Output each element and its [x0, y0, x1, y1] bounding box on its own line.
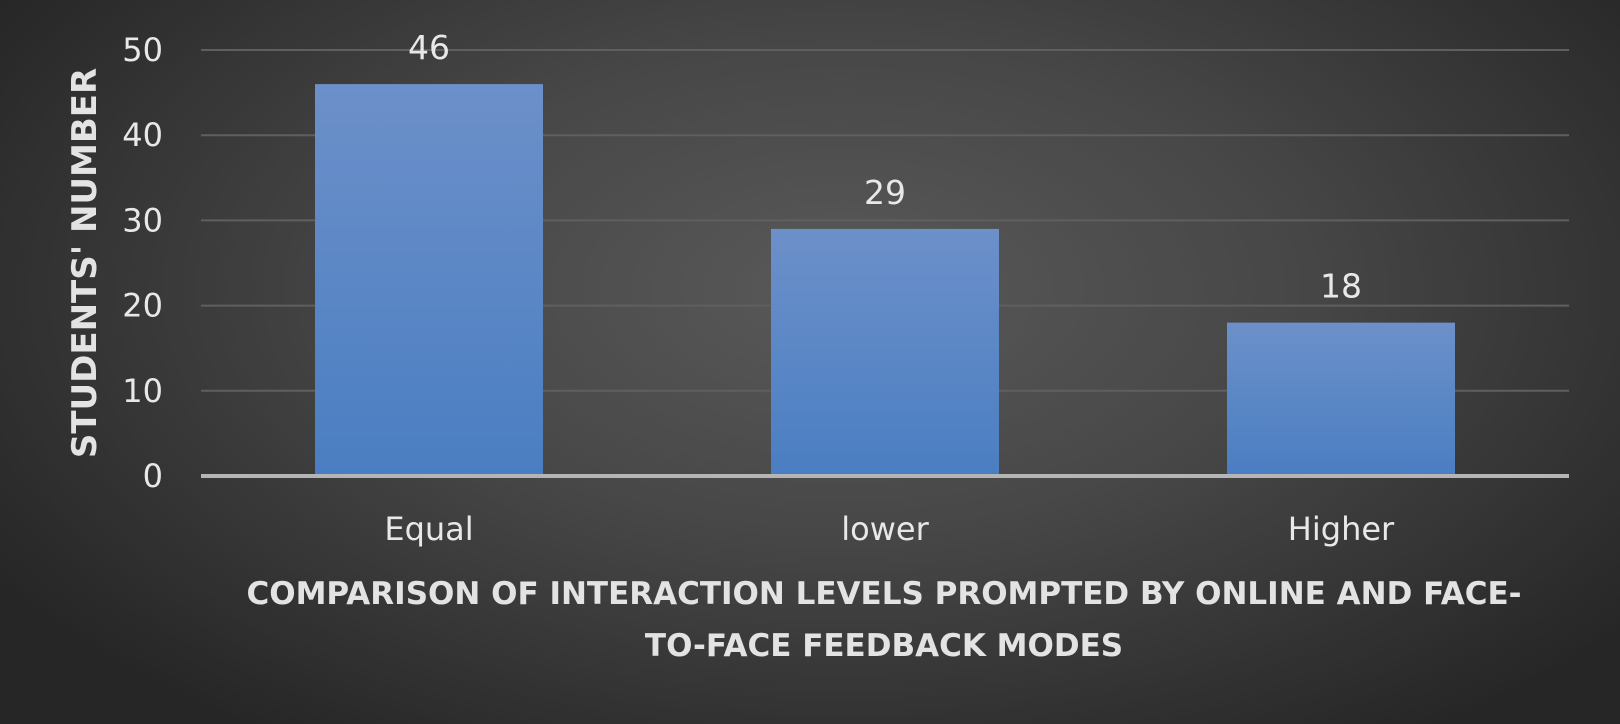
y-tick-label-50: 50 [122, 31, 163, 69]
y-tick-label-20: 20 [122, 287, 163, 325]
y-tick-label-40: 40 [122, 116, 163, 154]
data-label-higher: 18 [1320, 267, 1362, 306]
x-tick-label-equal: Equal [384, 510, 473, 548]
y-tick-label-10: 10 [122, 372, 163, 410]
bar-lower [771, 228, 999, 476]
y-tick-label-30: 30 [122, 201, 163, 239]
x-tick-label-higher: Higher [1288, 510, 1395, 548]
bar-higher [1227, 322, 1455, 476]
x-axis-title-line-2: TO-FACE FEEDBACK MODES [645, 628, 1123, 664]
data-label-equal: 46 [408, 28, 450, 67]
data-label-lower: 29 [864, 173, 906, 212]
bars [315, 84, 1455, 476]
x-axis-title-line-1: COMPARISON OF INTERACTION LEVELS PROMPTE… [246, 576, 1521, 612]
bar-equal [315, 84, 543, 476]
y-tick-label-0: 0 [143, 457, 163, 495]
y-axis-title: STUDENTS' NUMBER [65, 68, 105, 458]
labels: 0 10 20 30 40 50 46 Equal 29 lower 18 Higher [122, 28, 1395, 548]
x-tick-label-lower: lower [841, 510, 929, 548]
